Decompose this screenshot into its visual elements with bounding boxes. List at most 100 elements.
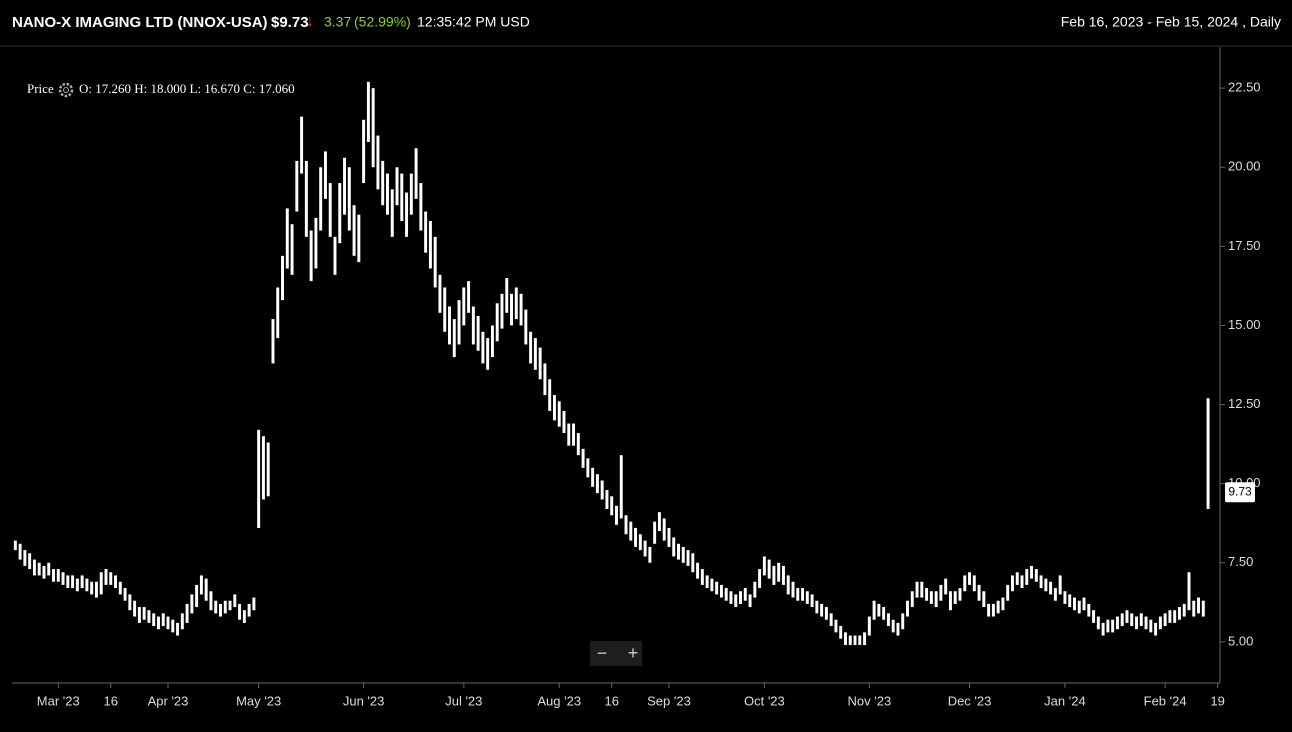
ohlc-bar xyxy=(982,591,986,608)
ohlc-bar xyxy=(109,572,113,585)
ohlc-bar xyxy=(610,496,614,516)
zoom-controls: − + xyxy=(590,641,642,666)
ohlc-bar xyxy=(1020,575,1024,589)
gear-outer[interactable] xyxy=(58,82,74,98)
zoom-in-button[interactable]: + xyxy=(628,643,639,663)
ohlc-bar xyxy=(75,578,79,592)
ohlc-bar xyxy=(471,306,475,345)
x-tick-label: Jan '24 xyxy=(1044,693,1086,708)
ohlc-bar xyxy=(672,537,676,557)
ohlc-bar xyxy=(667,527,671,547)
ohlc-bar xyxy=(600,480,604,500)
ohlc-bar xyxy=(925,588,929,601)
x-tick-label: Jun '23 xyxy=(343,693,385,708)
ohlc-bar xyxy=(443,287,447,332)
ohlc-bar xyxy=(56,569,60,582)
ohlc-bar xyxy=(247,603,251,617)
ohlc-bar xyxy=(1034,569,1038,582)
ohlc-bar xyxy=(524,309,528,345)
ohlc-bar xyxy=(300,116,304,174)
ohlc-bar xyxy=(1001,597,1005,611)
ohlc-bar xyxy=(648,546,652,563)
ohlc-bar xyxy=(385,173,389,215)
ohlc-bar xyxy=(1096,616,1100,630)
ohlc-bar xyxy=(424,211,428,253)
ohlc-bar xyxy=(371,88,375,168)
ohlc-bar xyxy=(47,562,51,576)
ohlc-bar xyxy=(133,600,137,617)
ohlc-bar xyxy=(23,550,27,566)
ohlc-bar xyxy=(934,591,938,608)
ohlc-bar xyxy=(824,607,828,620)
ohlc-bar xyxy=(219,603,222,617)
ohlc-bar xyxy=(214,600,218,614)
ohlc-bar xyxy=(705,575,709,589)
x-tick-label: Mar '23 xyxy=(37,693,80,708)
x-tick-label: Nov '23 xyxy=(848,693,892,708)
gear-inner[interactable] xyxy=(63,87,69,93)
ohlc-bar xyxy=(653,521,657,544)
ohlc-bar xyxy=(376,135,380,190)
ohlc-bar xyxy=(452,319,456,358)
ohlc-bar xyxy=(228,600,232,611)
ohlc-bar xyxy=(1068,594,1072,608)
ohlc-bar xyxy=(1053,588,1057,601)
ohlc-bar xyxy=(724,588,728,601)
ohlc-bar xyxy=(953,591,957,604)
x-tick-label: May '23 xyxy=(236,693,281,708)
x-tick-label: Oct '23 xyxy=(744,693,785,708)
ohlc-bar xyxy=(505,277,509,313)
ohlc-bar xyxy=(204,578,208,601)
legend-label: Price xyxy=(27,81,54,96)
ohlc-bar xyxy=(662,518,666,541)
ohlc-bar xyxy=(624,515,628,535)
ohlc-bar xyxy=(295,160,299,212)
y-tick-label: 22.50 xyxy=(1228,80,1261,95)
ohlc-bar xyxy=(242,610,246,623)
ohlc-bar xyxy=(739,591,743,604)
last-price-box xyxy=(1225,482,1255,503)
ohlc-bar xyxy=(758,569,762,589)
y-tick-label: 7.50 xyxy=(1228,554,1253,569)
ohlc-bar xyxy=(199,575,203,595)
ohlc-bar xyxy=(328,183,332,237)
ohlc-bar xyxy=(820,603,824,617)
ohlc-bar xyxy=(185,603,189,623)
zoom-out-button[interactable]: − xyxy=(597,643,608,663)
ohlc-bar xyxy=(309,230,313,282)
ohlc-bar xyxy=(99,572,103,595)
ohlc-bar xyxy=(319,167,323,231)
ohlc-bar xyxy=(1158,616,1162,630)
ohlc-bar xyxy=(276,287,280,339)
ohlc-bar xyxy=(1197,597,1201,614)
ohlc-bar xyxy=(677,543,680,560)
last-price-label: 9.73 xyxy=(1228,484,1252,498)
x-tick-label: Sep '23 xyxy=(647,693,691,708)
ohlc-bar xyxy=(1044,578,1048,592)
ohlc-bar xyxy=(80,575,84,589)
gear-icon[interactable] xyxy=(58,82,74,98)
ohlc-bar xyxy=(696,562,700,579)
ohlc-bar xyxy=(510,293,513,326)
ohlc-bar xyxy=(1182,603,1186,617)
change: 3.37 xyxy=(324,14,351,30)
ohlc-bar xyxy=(166,616,170,630)
ohlc-bar xyxy=(486,338,490,370)
ohlc-bar xyxy=(1120,613,1124,627)
ohlc-bar xyxy=(118,581,122,595)
ohlc-bar xyxy=(104,569,108,585)
ohlc-bar xyxy=(405,192,409,237)
ohlc-bar xyxy=(433,236,437,288)
ohlc-bar xyxy=(52,569,55,582)
ohlc-bar xyxy=(529,331,533,364)
ohlc-bar xyxy=(1111,619,1115,633)
ohlc-bar xyxy=(839,626,843,639)
ohlc-bar xyxy=(323,151,327,199)
ohlc-bar xyxy=(500,293,504,329)
ohlc-bar xyxy=(42,565,46,579)
legend-ohlc: O: 17.260 H: 18.000 L: 16.670 C: 17.060 xyxy=(79,81,295,96)
ohlc-bar xyxy=(1092,610,1096,623)
down-arrow: ↓ xyxy=(306,13,314,30)
ohlc-bar xyxy=(171,619,175,633)
ohlc-bar xyxy=(13,540,17,551)
